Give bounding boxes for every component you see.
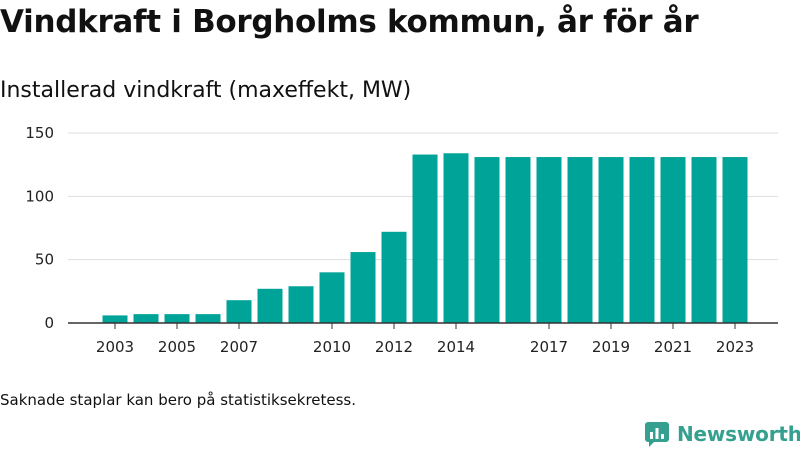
bar-2010	[319, 272, 345, 323]
bar-2022	[691, 157, 717, 323]
bar-2007	[226, 300, 252, 323]
bar-2018	[567, 157, 593, 323]
bar-2012	[381, 231, 407, 323]
bar-2021	[660, 157, 686, 323]
y-tick-label: 150	[25, 124, 54, 142]
footnote: Saknade staplar kan bero på statistiksek…	[0, 391, 357, 409]
bar-2003	[102, 315, 128, 323]
y-tick-label: 0	[44, 314, 54, 332]
x-tick-label: 2010	[313, 338, 351, 356]
x-tick-label: 2021	[654, 338, 692, 356]
x-tick-label: 2019	[592, 338, 630, 356]
x-tick-label: 2005	[158, 338, 196, 356]
bar-2015	[474, 157, 500, 323]
axes: 0 50 100 150 2003 2005 2007 2010 2012 2014 2017 201…	[25, 124, 778, 356]
x-tick-label: 2014	[437, 338, 475, 356]
bar-2019	[598, 157, 624, 323]
bar-2005	[164, 314, 190, 323]
bar-2008	[257, 288, 283, 323]
bar-2013	[412, 154, 438, 323]
bar-2017	[536, 157, 562, 323]
x-tick-label: 2003	[96, 338, 134, 356]
bar-2004	[133, 314, 159, 323]
bar-2006	[195, 314, 221, 323]
bar-2023	[722, 157, 748, 323]
x-tick-label: 2007	[220, 338, 258, 356]
newsworthy-logo-icon	[645, 422, 669, 447]
bar-chart: 0 50 100 150 2003 2005 2007 2010 2012 2014 2017 201…	[25, 124, 778, 356]
chart-title: Vindkraft i Borgholms kommun, år för år	[0, 4, 699, 40]
brand-name: Newsworthy	[677, 422, 800, 446]
x-tick-label: 2012	[375, 338, 413, 356]
chart-subtitle: Installerad vindkraft (maxeffekt, MW)	[0, 78, 412, 103]
bar-2016	[505, 157, 531, 323]
newsworthy-logo: Newsworthy	[644, 420, 800, 448]
bar-2014	[443, 153, 469, 323]
x-tick-label: 2017	[530, 338, 568, 356]
x-tick-label: 2023	[716, 338, 754, 356]
y-tick-label: 100	[25, 187, 54, 205]
y-tick-label: 50	[35, 251, 54, 269]
bar-2020	[629, 157, 655, 323]
bars	[102, 153, 748, 323]
bar-2011	[350, 252, 376, 323]
bar-2009	[288, 286, 314, 323]
